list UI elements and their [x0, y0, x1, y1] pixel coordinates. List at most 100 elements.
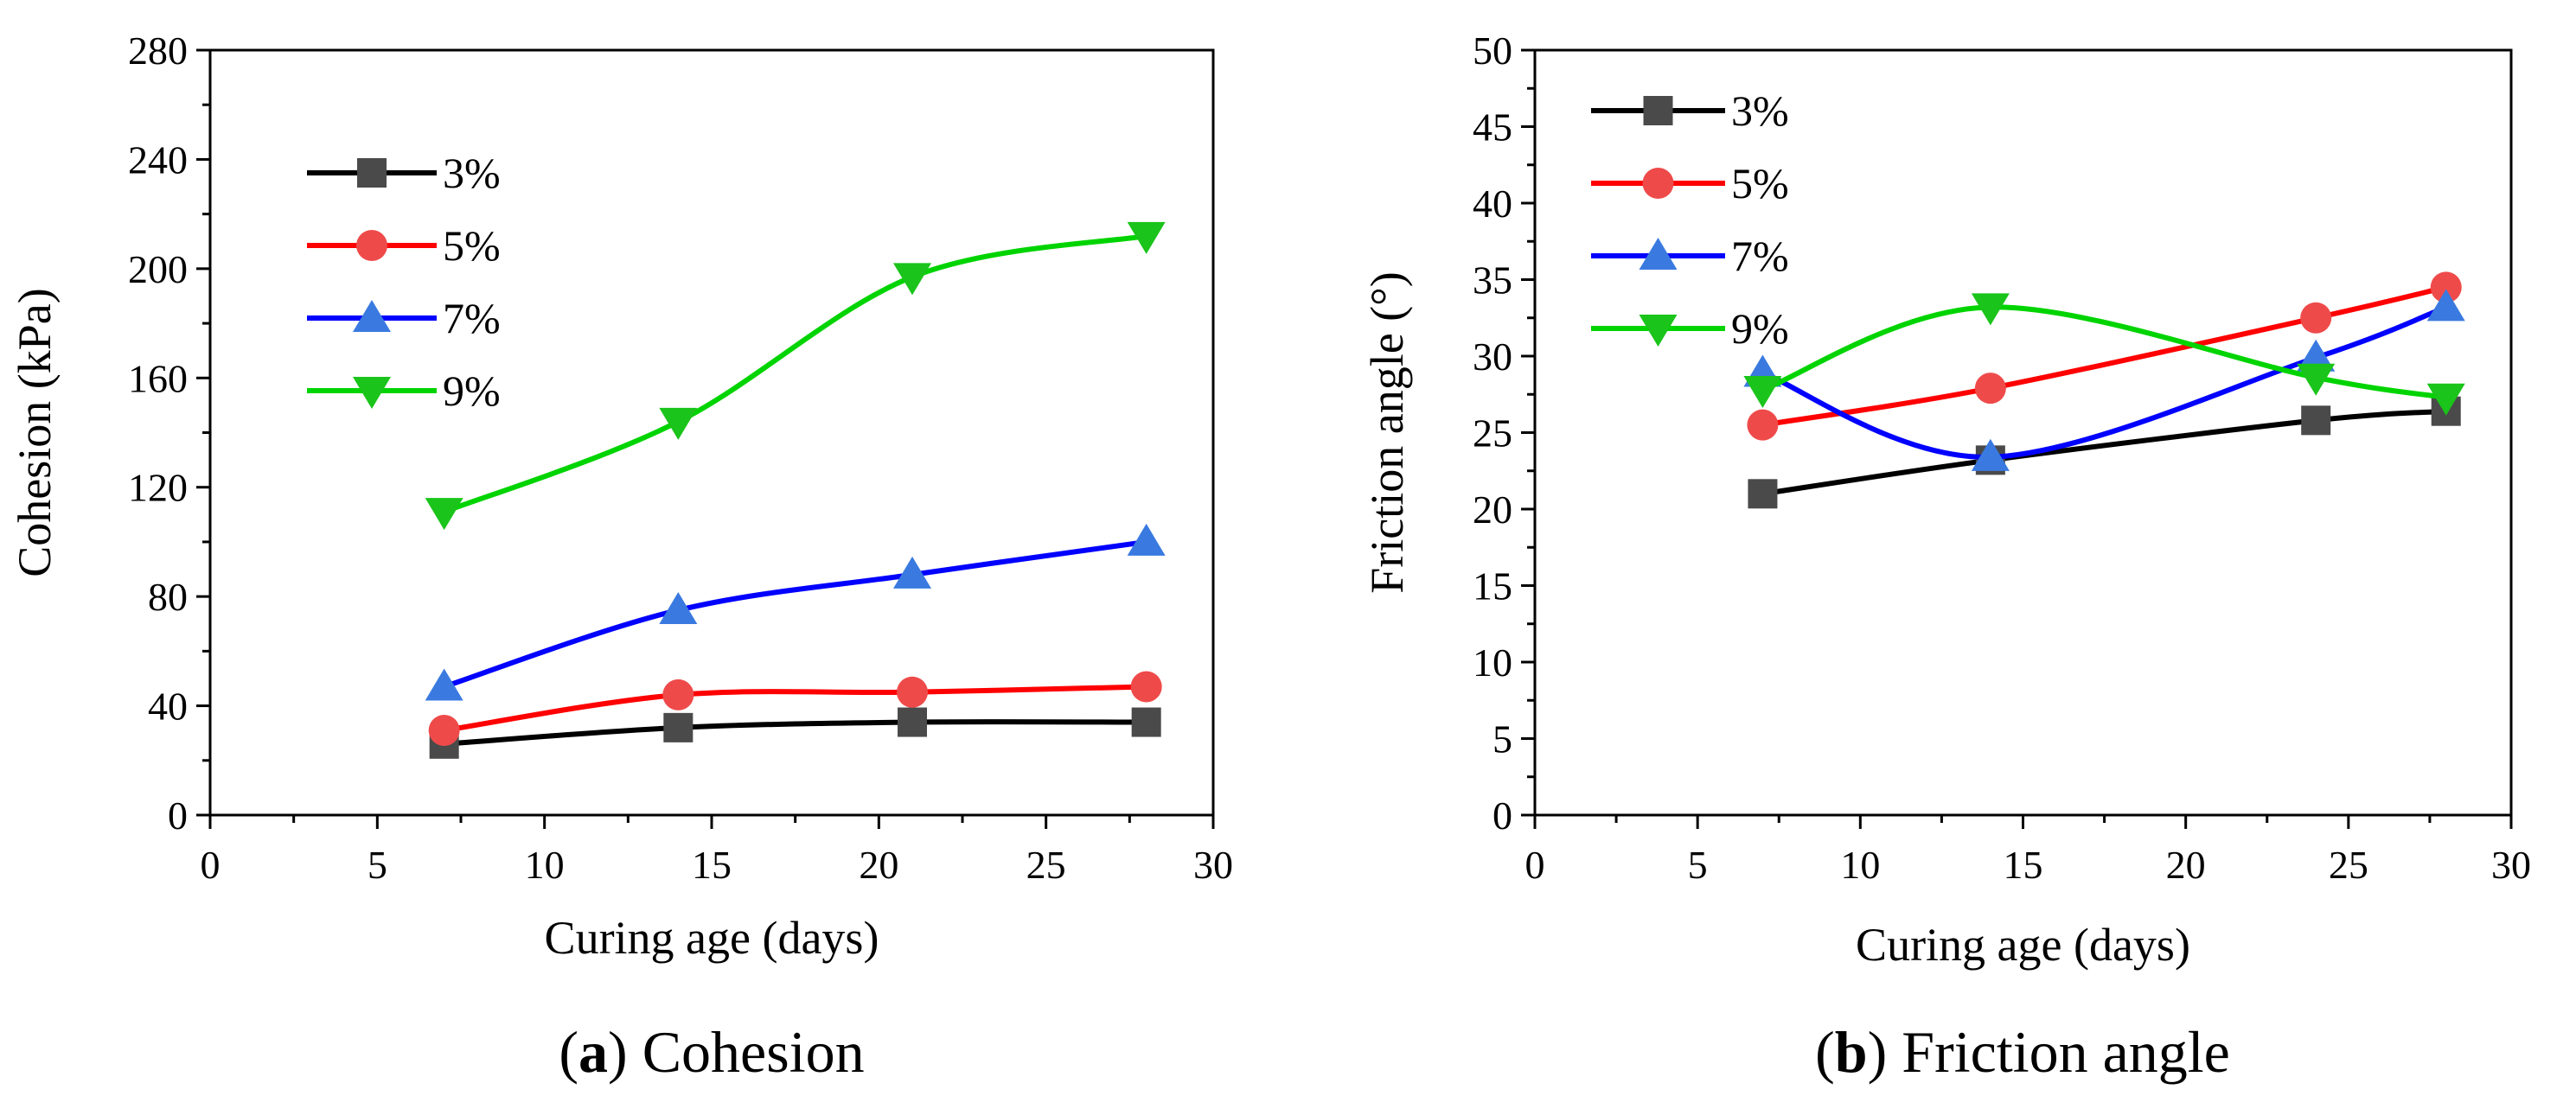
caption-open: ( [1815, 1019, 1835, 1085]
series-line [1761, 284, 2447, 428]
x-tick-label: 30 [2491, 843, 2531, 887]
data-point [428, 715, 460, 747]
data-point [2301, 405, 2331, 436]
legend-marker [1639, 315, 1678, 347]
x-tick-label: 5 [1688, 843, 1708, 887]
data-point [1974, 373, 2006, 405]
series-line [1761, 304, 2447, 400]
series-line [443, 538, 1147, 690]
y-tick-label: 15 [1473, 564, 1512, 608]
y-tick-label: 200 [128, 247, 188, 291]
legend-marker [353, 300, 391, 332]
series-line [1761, 304, 2447, 460]
y-tick-label: 40 [1473, 182, 1512, 226]
x-tick-label: 15 [692, 843, 732, 887]
caption-close: ) [1868, 1019, 1888, 1085]
y-tick-label: 80 [148, 575, 188, 619]
caption-letter: a [578, 1019, 608, 1085]
legend-marker [356, 230, 387, 261]
data-point [659, 407, 698, 440]
x-tick-label: 10 [1840, 843, 1880, 887]
data-point [2430, 271, 2462, 303]
x-tick-label: 5 [368, 843, 387, 887]
x-tick-label: 25 [2329, 843, 2368, 887]
data-point [893, 556, 931, 589]
legend-entry: 3% [1591, 86, 1789, 135]
chart-panel-b: 0 5 10 15 20 25 30 0 5 10 15 20 25 30 35 40 45 50 Curing a… [1361, 29, 2531, 1085]
legend-label: 9% [1731, 304, 1789, 353]
y-tick-label: 120 [128, 466, 188, 510]
series-line [444, 684, 1147, 733]
data-point [897, 676, 928, 708]
chart-panel-a: 0 5 10 15 20 25 30 0 40 80 120 160 200 240 280 Curing a… [9, 29, 1233, 1085]
legend-entry: 9% [1591, 304, 1789, 353]
x-tick-label: 20 [859, 843, 898, 887]
data-point [898, 707, 927, 737]
y-tick-label: 160 [128, 356, 188, 400]
x-axis-label: Curing age (days) [545, 912, 879, 964]
x-tick-label: 0 [1525, 843, 1545, 887]
legend-entry: 7% [307, 294, 501, 342]
y-axis-label: Cohesion (kPa) [9, 288, 61, 577]
legend-marker [1642, 168, 1674, 199]
y-tick-label: 30 [1473, 334, 1512, 379]
panel-caption: (b) Friction angle [1815, 1019, 2230, 1085]
y-tick-label: 280 [128, 29, 188, 73]
x-tick-label: 30 [1193, 843, 1233, 887]
data-point [2297, 339, 2336, 372]
y-tick-label: 5 [1493, 717, 1512, 761]
y-tick-label: 0 [1493, 793, 1512, 838]
panel-caption: (a) Cohesion [559, 1019, 864, 1085]
series-9pct [1743, 293, 2465, 416]
series-line [443, 233, 1147, 514]
legend-label: 5% [443, 221, 501, 270]
legend-label: 7% [1731, 232, 1789, 280]
legend-label: 3% [443, 149, 501, 197]
y-tick-label: 240 [128, 137, 188, 182]
data-point [2426, 289, 2465, 322]
plot-frame [1533, 48, 2513, 817]
data-point [425, 668, 463, 701]
y-tick-label: 20 [1473, 487, 1512, 532]
x-tick-label: 15 [2004, 843, 2043, 887]
legend-entry: 5% [307, 221, 501, 270]
data-point [1743, 375, 1782, 408]
legend-marker [1639, 238, 1678, 270]
legend-entry: 7% [1591, 232, 1789, 280]
data-point [1748, 479, 1778, 509]
data-point [1127, 221, 1166, 254]
legend-entry: 9% [307, 366, 501, 415]
data-point [425, 498, 463, 531]
y-tick-label: 40 [148, 685, 188, 729]
data-point [893, 263, 931, 296]
caption-close: ) [608, 1019, 628, 1085]
data-point [663, 712, 694, 742]
y-tick-label: 35 [1473, 258, 1512, 303]
caption-text: Cohesion [628, 1019, 865, 1085]
legend-entry: 3% [307, 149, 501, 197]
y-tick-label: 0 [168, 793, 188, 838]
data-point [1127, 523, 1166, 556]
legend-label: 7% [443, 294, 501, 342]
data-point [1130, 671, 1162, 703]
series-9pct [425, 221, 1166, 531]
data-point [1971, 438, 2010, 471]
data-point [662, 679, 694, 710]
legend-marker [353, 377, 391, 409]
y-tick-label: 25 [1473, 411, 1512, 456]
caption-open: ( [559, 1019, 578, 1085]
series-line [444, 719, 1147, 747]
x-tick-label: 0 [201, 843, 221, 887]
legend-label: 9% [443, 366, 501, 415]
y-axis-label: Friction angle (°) [1361, 271, 1413, 594]
y-tick-label: 45 [1473, 105, 1512, 150]
data-point [2297, 363, 2336, 396]
legend-label: 3% [1731, 86, 1789, 135]
data-point [2300, 302, 2332, 334]
caption-letter: b [1835, 1019, 1868, 1085]
legend-marker [1643, 96, 1673, 125]
series-5pct [428, 671, 1162, 747]
series-5pct [1747, 271, 2462, 441]
legend-marker [357, 158, 387, 188]
